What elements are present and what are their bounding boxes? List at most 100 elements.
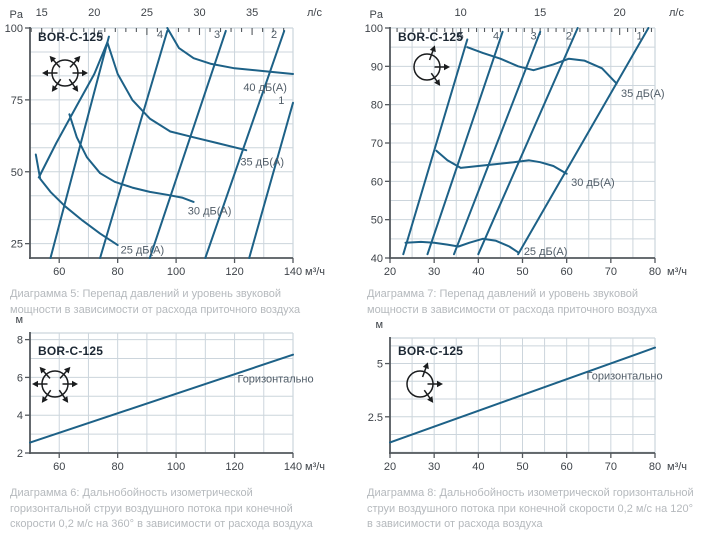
diffuser-120-icon <box>406 362 443 403</box>
diffuser-360-icon <box>32 366 78 403</box>
tick-label: 20 <box>614 7 626 19</box>
axis-unit-label: л/с <box>669 7 684 19</box>
series-noise-30-dBA <box>68 113 195 203</box>
series-fan-position-5 <box>49 35 110 259</box>
chart-caption: Диаграмма 6: Дальнобойность изометрическ… <box>10 487 313 530</box>
series-label: 4 <box>157 29 163 41</box>
series-label: 25 дБ(А) <box>121 244 165 256</box>
series-fan-position-2 <box>477 27 579 256</box>
series-label: 5 <box>458 31 464 43</box>
series-label: 3 <box>530 31 536 43</box>
tick-label: 40 <box>472 266 484 278</box>
tick-label: 50 <box>516 461 528 473</box>
series-label: 2 <box>566 31 572 43</box>
chart-caption: Диаграмма 7: Перепад давлений и уровень … <box>367 288 658 316</box>
series-fan-position-4 <box>426 30 504 256</box>
diffuser-360-icon <box>42 55 88 92</box>
tick-label: 30 <box>428 461 440 473</box>
tick-label: 60 <box>561 461 573 473</box>
tick-label: 20 <box>88 7 100 19</box>
tick-label: 40 <box>472 461 484 473</box>
chart-caption: Диаграмма 5: Перепад давлений и уровень … <box>10 288 301 316</box>
tick-label: 100 <box>5 23 23 35</box>
tick-label: 15 <box>36 7 48 19</box>
tick-label: 35 <box>246 7 258 19</box>
tick-label: 5 <box>377 359 383 371</box>
series-label: 1 <box>636 31 642 43</box>
tick-label: 120 <box>225 461 243 473</box>
series-fan-position-1 <box>517 27 650 256</box>
tick-label: 50 <box>516 266 528 278</box>
tick-label: 60 <box>53 266 65 278</box>
tick-label: 25 <box>141 7 153 19</box>
series-label: 35 дБ(А) <box>240 157 284 169</box>
tick-label: 20 <box>384 461 396 473</box>
series-label: 2 <box>271 29 277 41</box>
series-fan-position-1 <box>248 101 294 259</box>
axis-unit-label: м³/ч <box>305 461 325 473</box>
chart-diagram6: 2 4 6 8 60 80 100 120 140 м³/ч м Горизонтально <box>15 314 325 473</box>
series-label: 5 <box>97 29 103 41</box>
tick-label: 75 <box>11 95 23 107</box>
tick-label: 80 <box>112 266 124 278</box>
axis-unit-label: м <box>375 319 383 331</box>
tick-label: 80 <box>649 461 661 473</box>
axis-unit-label: м³/ч <box>305 266 325 278</box>
axis-unit-label: л/с <box>307 7 322 19</box>
series-label: 4 <box>493 31 499 43</box>
series-noise-25-dBA <box>34 153 119 247</box>
tick-label: 50 <box>371 215 383 227</box>
series-fan-position-5 <box>402 38 469 256</box>
tick-label: 15 <box>534 7 546 19</box>
tick-label: 20 <box>384 266 396 278</box>
tick-label: 140 <box>284 461 302 473</box>
series-noise-30-dBA <box>435 149 568 175</box>
tick-label: 80 <box>112 461 124 473</box>
series-noise-40-dBA <box>166 27 294 75</box>
tick-label: 50 <box>11 167 23 179</box>
tick-label: 6 <box>17 372 23 384</box>
series-fan-position-2 <box>204 29 286 259</box>
series-label: 35 дБ(А) <box>621 88 665 100</box>
series-throw-horizontal <box>389 346 656 444</box>
tick-label: 70 <box>605 266 617 278</box>
tick-label: 80 <box>649 266 661 278</box>
axes <box>29 332 293 454</box>
grid <box>30 333 293 453</box>
chart-caption: Диаграмма 8: Дальнобойность изометрическ… <box>367 487 694 530</box>
tick-label: 2.5 <box>368 412 383 424</box>
series-fan-position-4 <box>99 29 169 259</box>
tick-label: 100 <box>167 461 185 473</box>
series-noise-25-dBA <box>404 237 520 254</box>
series-label: 30 дБ(А) <box>571 177 615 189</box>
series-label: 3 <box>214 29 220 41</box>
diffuser-120-icon <box>413 45 450 86</box>
axis-unit-label: м³/ч <box>667 461 687 473</box>
tick-label: 60 <box>371 176 383 188</box>
tick-label: 30 <box>428 266 440 278</box>
series-label: Горизонтально <box>237 373 313 385</box>
tick-label: 40 <box>371 253 383 265</box>
series-label: 1 <box>278 95 284 107</box>
axis-unit-label: м³/ч <box>667 266 687 278</box>
series-label: 25 дБ(А) <box>524 246 568 258</box>
tick-label: 70 <box>605 461 617 473</box>
tick-label: 140 <box>284 266 302 278</box>
tick-label: 90 <box>371 61 383 73</box>
series-label: 30 дБ(А) <box>188 206 232 218</box>
tick-label: 70 <box>371 138 383 150</box>
tick-label: 100 <box>365 23 383 35</box>
tick-label: 100 <box>167 266 185 278</box>
axis-unit-label: Pa <box>10 9 24 21</box>
model-label: BOR-C-125 <box>398 30 464 44</box>
axis-unit-label: м <box>15 314 23 326</box>
series-fan-position-3 <box>148 29 227 259</box>
grid <box>390 28 655 258</box>
axis-unit-label: Pa <box>370 9 384 21</box>
tick-label: 30 <box>193 7 205 19</box>
series-label: Горизонтально <box>587 370 663 382</box>
